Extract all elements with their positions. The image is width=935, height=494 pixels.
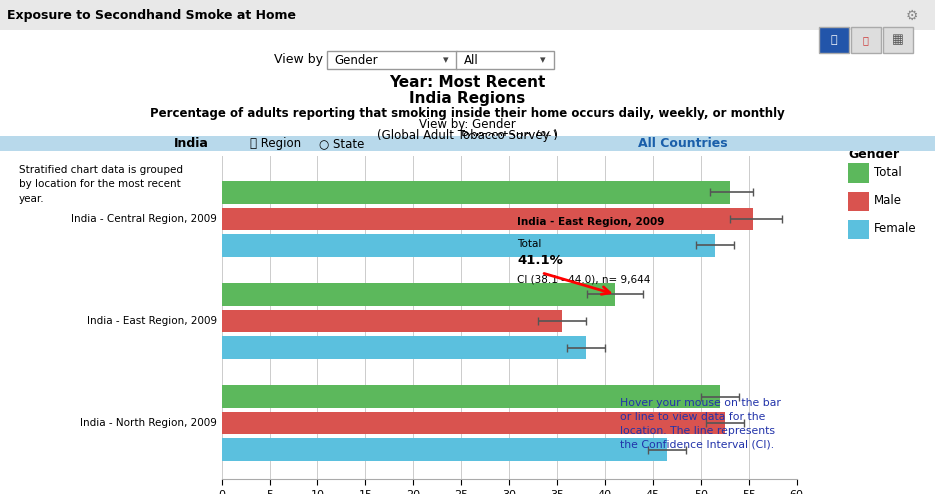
Text: Stratified chart data is grouped
by location for the most recent
year.: Stratified chart data is grouped by loca…: [19, 165, 183, 204]
Text: All: All: [464, 54, 479, 67]
Text: India - North Region, 2009: India - North Region, 2009: [80, 418, 217, 428]
Text: ⦿ Region: ⦿ Region: [251, 137, 301, 150]
Text: (Global Adult Tobacco Survey ): (Global Adult Tobacco Survey ): [377, 129, 558, 142]
Text: Hover your mouse on the bar
or line to view data for the
location. The line repr: Hover your mouse on the bar or line to v…: [620, 398, 781, 450]
Text: Male: Male: [874, 194, 902, 207]
Text: India - East Region, 2009: India - East Region, 2009: [517, 217, 665, 227]
Text: ▾: ▾: [539, 55, 545, 65]
Text: CI (38.1 - 44.0), n= 9,644: CI (38.1 - 44.0), n= 9,644: [517, 275, 651, 285]
Bar: [222, 412, 725, 434]
FancyBboxPatch shape: [848, 220, 869, 240]
Text: ▦: ▦: [892, 34, 903, 46]
Text: 🗺: 🗺: [830, 35, 838, 45]
Text: ⚙: ⚙: [906, 9, 918, 23]
Text: Gender: Gender: [335, 54, 379, 67]
Text: View by: View by: [274, 53, 323, 66]
Text: 41.1%: 41.1%: [517, 254, 563, 267]
Text: All Countries: All Countries: [638, 137, 727, 150]
Text: Exposure to Secondhand Smoke at Home: Exposure to Secondhand Smoke at Home: [7, 9, 296, 22]
Bar: [222, 283, 615, 306]
Bar: [222, 438, 668, 461]
Text: Gender: Gender: [848, 148, 899, 161]
Bar: [222, 234, 715, 257]
Bar: [222, 207, 754, 230]
Text: India Regions: India Regions: [410, 91, 525, 106]
Text: Percentage of adults reporting that smoking inside their home occurs daily, week: Percentage of adults reporting that smok…: [151, 107, 784, 120]
Bar: [222, 310, 562, 332]
Bar: [222, 385, 720, 408]
Text: Total: Total: [517, 239, 541, 248]
Text: ○ State: ○ State: [319, 137, 364, 150]
Text: Percentage (%): Percentage (%): [461, 129, 557, 143]
Text: Total: Total: [874, 165, 902, 179]
Text: Female: Female: [874, 222, 917, 235]
Text: Year: Most Recent: Year: Most Recent: [389, 75, 546, 90]
Text: India - East Region, 2009: India - East Region, 2009: [87, 316, 217, 326]
Text: View by: Gender: View by: Gender: [419, 118, 516, 131]
Text: 📊: 📊: [863, 35, 869, 45]
FancyBboxPatch shape: [848, 192, 869, 211]
Text: India: India: [174, 137, 209, 150]
Bar: [222, 181, 729, 204]
Bar: [222, 336, 585, 359]
FancyBboxPatch shape: [848, 164, 869, 183]
Text: ▾: ▾: [443, 55, 449, 65]
Text: India - Central Region, 2009: India - Central Region, 2009: [71, 214, 217, 224]
